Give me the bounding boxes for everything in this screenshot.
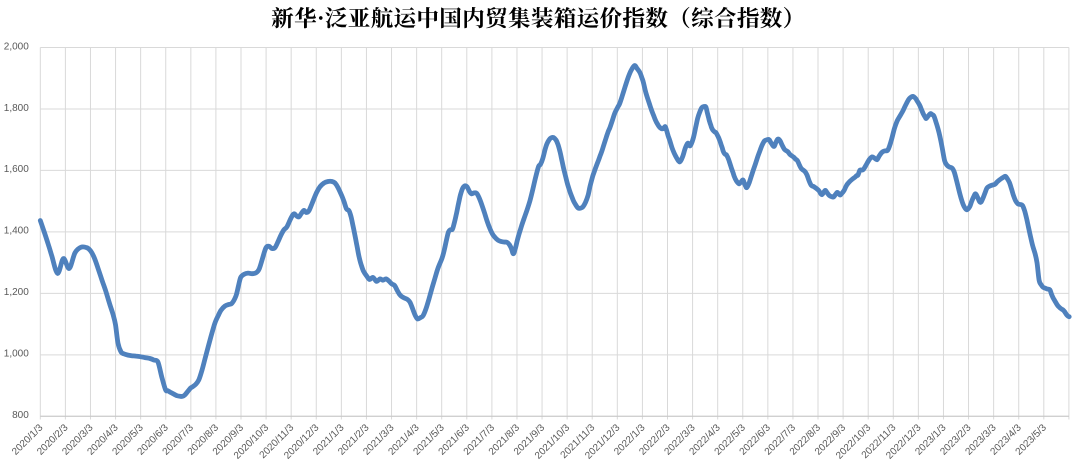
svg-text:1,600: 1,600 bbox=[4, 164, 29, 175]
svg-text:1,000: 1,000 bbox=[4, 349, 29, 360]
svg-text:2,000: 2,000 bbox=[4, 41, 29, 52]
svg-text:800: 800 bbox=[12, 410, 29, 421]
svg-text:1,200: 1,200 bbox=[4, 287, 29, 298]
svg-text:1,800: 1,800 bbox=[4, 103, 29, 114]
svg-text:1,400: 1,400 bbox=[4, 226, 29, 237]
